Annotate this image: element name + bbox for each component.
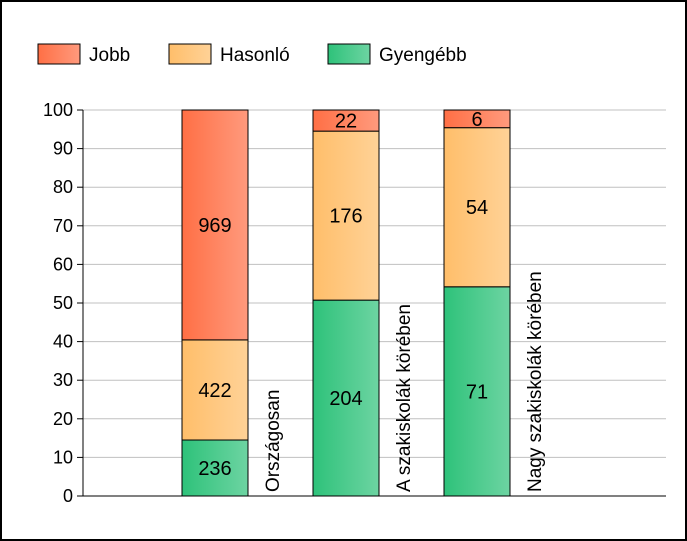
data-label-hasonlo: 54 (466, 197, 488, 219)
category-labels: Országosan A szakiskolák körében Nagy szak… (263, 271, 546, 492)
bar-segment-hasonlo (181, 339, 249, 441)
y-tick-label: 60 (53, 254, 73, 274)
bar-segment-gyengebb (312, 299, 380, 497)
bars: 236 422 969 204 176 22 71 54 6 (181, 109, 511, 497)
bar-segment-jobb (181, 109, 249, 341)
y-tick-label: 80 (53, 177, 73, 197)
y-tick-label: 30 (53, 370, 73, 390)
bar-segment-hasonlo (443, 127, 511, 288)
data-label-jobb: 22 (335, 111, 357, 133)
category-label-a-szakiskolak-koreben: A szakiskolák körében (394, 304, 415, 492)
bar-segment-gyengebb (181, 439, 249, 497)
data-label-gyengebb: 204 (329, 388, 362, 410)
data-label-jobb: 969 (198, 215, 231, 237)
bar-segment-jobb (312, 109, 380, 132)
y-tick-label: 100 (43, 100, 73, 120)
data-label-gyengebb: 236 (198, 458, 231, 480)
legend-item-hasonlo: Hasonló (168, 43, 290, 66)
y-tick-label: 70 (53, 216, 73, 236)
legend-swatch-jobb (37, 43, 81, 65)
legend-swatch-gyengebb (327, 43, 371, 65)
data-label-hasonlo: 422 (198, 380, 231, 402)
category-label-nagy-szakiskolak-koreben: Nagy szakiskolák körében (525, 271, 546, 492)
y-axis: 0 10 20 30 40 50 60 70 80 90 100 (43, 100, 666, 506)
bar-segment-gyengebb (443, 286, 511, 497)
data-label-jobb: 6 (471, 109, 482, 131)
y-tick-label: 20 (53, 409, 73, 429)
legend-swatch-hasonlo (168, 43, 212, 65)
data-label-hasonlo: 176 (329, 206, 362, 228)
data-label-gyengebb: 71 (466, 381, 488, 403)
y-tick-label: 40 (53, 332, 73, 352)
legend-item-gyengebb: Gyengébb (327, 43, 467, 66)
category-label-orszagosan: Országosan (263, 390, 284, 492)
bar-segment-hasonlo (312, 130, 380, 301)
bar-group-a-szakiskolak-koreben: 204 176 22 (312, 109, 380, 497)
bar-group-nagy-szakiskolak-koreben: 71 54 6 (443, 109, 511, 497)
legend-label-jobb: Jobb (89, 45, 130, 66)
legend-label-gyengebb: Gyengébb (379, 45, 467, 66)
y-tick-label: 50 (53, 293, 73, 313)
legend-label-hasonlo: Hasonló (220, 45, 290, 66)
bar-segment-jobb (443, 109, 511, 129)
legend-item-jobb: Jobb (37, 43, 130, 66)
bar-group-orszagosan: 236 422 969 (181, 109, 249, 497)
legend: Jobb Hasonló Gyengébb (37, 43, 467, 66)
y-tick-label: 90 (53, 139, 73, 159)
y-tick-label: 0 (63, 486, 73, 506)
y-tick-label: 10 (53, 447, 73, 467)
